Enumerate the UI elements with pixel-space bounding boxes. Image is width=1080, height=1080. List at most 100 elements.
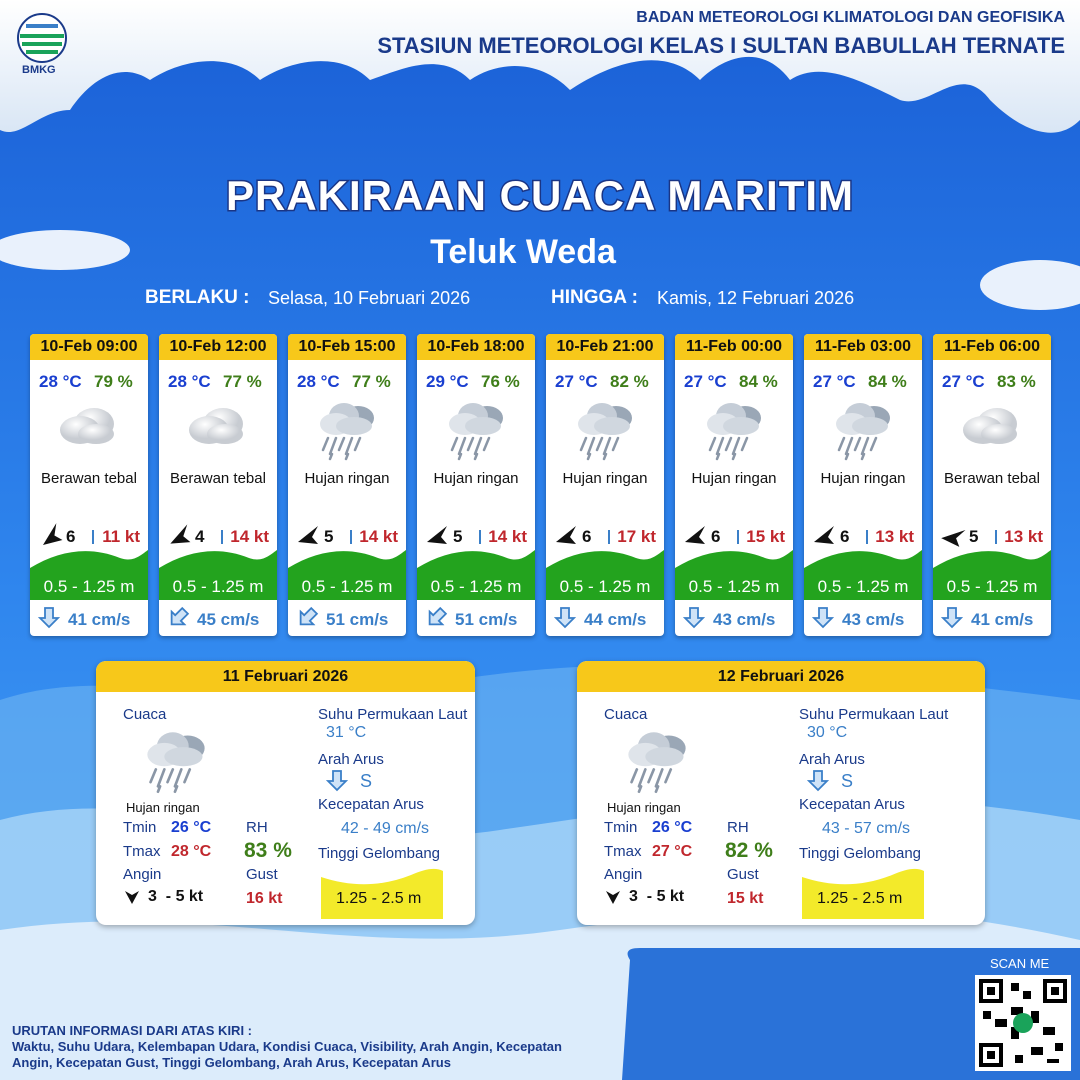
from-label: BERLAKU :: [145, 287, 250, 308]
current-speed: 45 cm/s: [197, 610, 260, 629]
wind-arrow: [170, 524, 191, 544]
tmin-label: Tmin: [123, 819, 157, 836]
wave-bg: [802, 868, 924, 919]
forecast-card: 10-Feb 09:00 28 °C 79 % Berawan tebal 6 11…: [30, 334, 148, 636]
logo-text: BMKG: [22, 64, 56, 76]
weather: Berawan tebal: [41, 470, 137, 487]
card-time: 11-Feb 06:00: [933, 334, 1051, 360]
separator: [479, 530, 481, 544]
wind-arrow: [685, 526, 705, 544]
wind-speed: 4: [195, 527, 205, 546]
cloud-icon: [60, 408, 114, 444]
wind-speed: 6: [66, 527, 76, 546]
weather-label: Cuaca: [123, 706, 167, 723]
cloud-icon: [189, 408, 243, 444]
gust: 15 kt: [727, 890, 764, 907]
weather: Berawan tebal: [944, 470, 1040, 487]
forecast-card: 10-Feb 21:00 27 °C 82 % Hujan ringan 6 17 …: [546, 334, 664, 636]
organization: BADAN METEOROLOGI KLIMATOLOGI DAN GEOFIS…: [636, 9, 1065, 26]
cloud-icon: [963, 408, 1017, 444]
panel-date: 12 Februari 2026: [577, 661, 985, 692]
wind-speed: 6: [840, 527, 850, 546]
humidity: 84 %: [739, 372, 778, 391]
daily-panel: 11 Februari 2026 Cuaca Hujan ringan Tmin…: [96, 661, 475, 925]
current-speed: 43 - 57 cm/s: [822, 820, 911, 837]
card-time: 10-Feb 09:00: [30, 334, 148, 360]
current-arrow: [38, 607, 60, 629]
tmin: 26 °C: [171, 819, 212, 836]
temperature: 27 °C: [684, 372, 727, 391]
wave-bg: [288, 550, 406, 600]
wave-height: 0.5 - 1.25 m: [301, 577, 393, 596]
wave-height: 0.5 - 1.25 m: [172, 577, 264, 596]
title: PRAKIRAAN CUACA MARITIM: [224, 171, 855, 221]
wave-height: 0.5 - 1.25 m: [817, 577, 909, 596]
current-arrow: [812, 607, 834, 629]
current-speed: 44 cm/s: [584, 610, 647, 629]
forecast-card: 10-Feb 18:00 29 °C 76 % Hujan ringan 5 14 …: [417, 334, 535, 636]
wave-height: 0.5 - 1.25 m: [559, 577, 651, 596]
to-date: Kamis, 12 Februari 2026: [657, 288, 855, 308]
wave-label: Tinggi Gelombang: [318, 845, 441, 862]
current-arrow: [554, 607, 576, 629]
wind-arrow: [556, 526, 576, 544]
wave: 1.25 - 2.5 m: [336, 890, 422, 907]
current-arrow: [428, 606, 448, 626]
tmin: 26 °C: [652, 819, 693, 836]
humidity: 82 %: [610, 372, 649, 391]
current-speed: 43 cm/s: [842, 610, 905, 629]
weather: Hujan ringan: [820, 470, 906, 487]
current-dir-label: Arah Arus: [799, 751, 865, 768]
rain-icon: [628, 732, 686, 794]
rh: 83 %: [244, 839, 292, 862]
rain-icon: [147, 732, 205, 794]
wave-bg: [675, 550, 793, 600]
card-time: 11-Feb 03:00: [804, 334, 922, 360]
sst-label: Suhu Permukaan Laut: [799, 706, 949, 723]
rh-label: RH: [727, 819, 749, 836]
card-time: 11-Feb 00:00: [675, 334, 793, 360]
gust: 13 kt: [875, 527, 914, 546]
separator: [737, 530, 739, 544]
wave-height: 0.5 - 1.25 m: [688, 577, 780, 596]
note: Waktu, Suhu Udara, Kelembapan Udara, Kon…: [12, 1039, 562, 1070]
qr-code: [975, 975, 1071, 1071]
weather: Berawan tebal: [170, 470, 266, 487]
wave-bg: [159, 550, 277, 600]
current-speed: 42 - 49 cm/s: [341, 820, 430, 837]
wind-label: Angin: [123, 866, 162, 883]
wave-bg: [933, 550, 1051, 600]
wave-bg: [417, 550, 535, 600]
humidity: 79 %: [94, 372, 133, 391]
daily-panel: 12 Februari 2026 Cuaca Hujan ringan Tmin…: [577, 661, 985, 925]
current-speed-label: Kecepatan Arus: [318, 796, 424, 813]
rain-icon: [578, 403, 632, 461]
humidity: 77 %: [223, 372, 262, 391]
current-speed: 51 cm/s: [455, 610, 518, 629]
wind-arrow: [814, 526, 834, 544]
to-label: HINGGA :: [551, 287, 638, 308]
gust-label: Gust: [246, 866, 278, 883]
temperature: 27 °C: [555, 372, 598, 391]
card-time: 10-Feb 21:00: [546, 334, 664, 360]
current-speed: 51 cm/s: [326, 610, 389, 629]
current-speed: 41 cm/s: [68, 610, 131, 629]
wind: 3 - 5 kt: [148, 888, 204, 905]
rh: 82 %: [725, 839, 773, 862]
weather: Hujan ringan: [562, 470, 648, 487]
humidity: 84 %: [868, 372, 907, 391]
tmin-label: Tmin: [604, 819, 638, 836]
from-date: Selasa, 10 Februari 2026: [268, 288, 471, 308]
wave-height: 0.5 - 1.25 m: [946, 577, 1038, 596]
scan-label: SCAN ME: [990, 956, 1050, 971]
current-speed-label: Kecepatan Arus: [799, 796, 905, 813]
gust: 14 kt: [230, 527, 269, 546]
weather: Hujan ringan: [433, 470, 519, 487]
gust: 13 kt: [1004, 527, 1043, 546]
wind-arrow: [42, 523, 63, 545]
wind-speed: 6: [582, 527, 592, 546]
wave-bg: [804, 550, 922, 600]
rain-icon: [320, 403, 374, 461]
forecast-card: 11-Feb 06:00 27 °C 83 % Berawan tebal 5 13…: [933, 334, 1051, 636]
